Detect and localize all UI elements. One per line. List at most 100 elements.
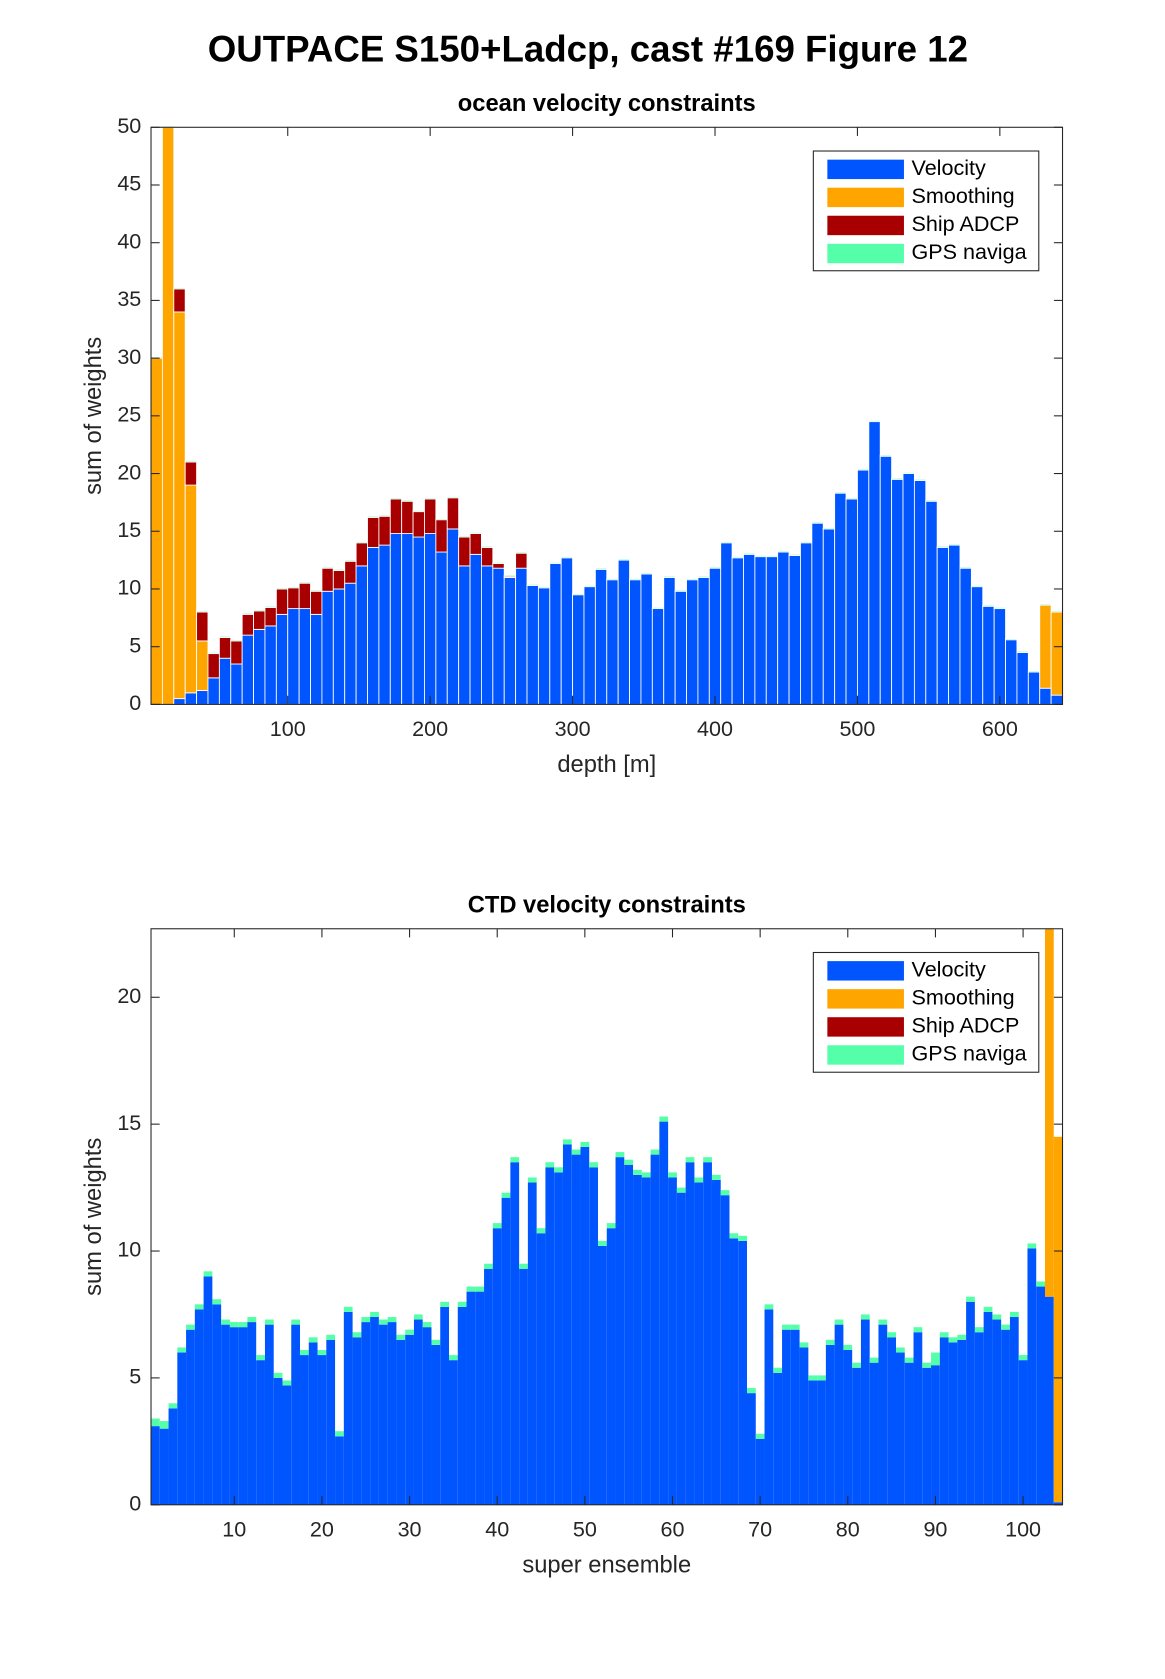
bar-segment — [537, 587, 551, 705]
bar-segment — [913, 480, 927, 705]
bar-segment — [203, 1276, 213, 1505]
bar-segment — [264, 607, 277, 627]
bar-segment — [326, 1334, 336, 1340]
bar-segment — [361, 1322, 371, 1505]
bar-segment — [554, 1167, 563, 1173]
bar-segment — [868, 420, 881, 423]
bar-segment — [782, 1324, 791, 1330]
bar-segment — [1009, 1317, 1019, 1505]
bar-segment — [811, 521, 824, 524]
bar-segment — [845, 497, 858, 500]
bar-segment — [177, 1347, 187, 1353]
bar-segment — [948, 543, 961, 546]
bar-segment — [913, 1327, 923, 1333]
x-tick-label: 200 — [412, 716, 448, 741]
bar-segment — [229, 1327, 239, 1505]
bar-segment — [401, 500, 414, 534]
bar-segment — [526, 585, 539, 705]
bar-segment — [1001, 1329, 1010, 1505]
bar-segment — [352, 1332, 362, 1338]
bar-segment — [196, 610, 209, 613]
bar-segment — [207, 652, 220, 655]
bar-segment — [413, 1314, 423, 1320]
bar-segment — [492, 1228, 502, 1505]
bar-segment — [624, 1164, 634, 1505]
bar-segment — [808, 1380, 818, 1505]
bar-segment — [308, 1337, 318, 1343]
bar-segment — [151, 1418, 160, 1427]
bar-segment — [378, 544, 391, 705]
bar-segment — [633, 1169, 642, 1175]
bar-segment — [598, 1240, 607, 1246]
x-tick-label: 10 — [222, 1516, 246, 1541]
bar-segment — [571, 1149, 581, 1155]
bar-segment — [184, 461, 198, 486]
bar-segment — [435, 551, 448, 705]
bar-segment — [378, 514, 391, 517]
bar-segment — [983, 1306, 993, 1312]
bar-segment — [834, 492, 847, 705]
bar-segment — [230, 640, 243, 665]
bar-segment — [317, 1349, 327, 1356]
bar-segment — [834, 1324, 844, 1505]
bar-segment — [186, 1324, 195, 1330]
bar-segment — [344, 559, 357, 562]
bar-segment — [738, 1235, 747, 1241]
bar-segment — [939, 1337, 949, 1505]
bar-segment — [355, 565, 368, 705]
bar-segment — [764, 1304, 774, 1310]
y-tick-label: 10 — [117, 1237, 141, 1262]
bar-segment — [355, 542, 368, 567]
bar-segment — [676, 1187, 686, 1193]
bar-segment — [300, 1355, 309, 1505]
bar-segment — [992, 1319, 1002, 1505]
bar-segment — [367, 515, 380, 518]
bar-segment — [615, 1152, 625, 1158]
bar-segment — [970, 586, 984, 705]
bar-segment — [344, 560, 357, 584]
bar-segment — [387, 1322, 397, 1505]
bar-segment — [674, 590, 687, 705]
legend-swatch — [827, 159, 904, 180]
bar-segment — [431, 1339, 441, 1345]
bar-segment — [936, 545, 950, 548]
bar-segment — [1009, 1311, 1019, 1318]
bar-segment — [264, 605, 277, 608]
legend-swatch — [827, 1045, 904, 1065]
bar-segment — [159, 1428, 169, 1505]
bar-segment — [904, 1362, 914, 1505]
bar-segment — [993, 608, 1006, 705]
bar-segment — [738, 1240, 747, 1505]
bar-segment — [663, 576, 676, 705]
bar-segment — [291, 1324, 301, 1505]
bar-segment — [668, 1177, 677, 1505]
bar-segment — [640, 573, 653, 705]
bar-segment — [218, 657, 232, 705]
bar-segment — [936, 546, 950, 705]
bar-segment — [422, 1327, 432, 1505]
bar-segment — [834, 491, 847, 494]
x-tick-label: 100 — [270, 716, 306, 741]
bar-segment — [822, 528, 836, 705]
bar-segment — [273, 1377, 283, 1505]
bar-segment — [458, 565, 471, 705]
bar-segment — [571, 1154, 581, 1505]
bar-segment — [378, 1319, 388, 1325]
bar-segment — [519, 1268, 528, 1505]
bar-segment — [902, 471, 915, 474]
bar-segment — [966, 1301, 975, 1505]
bar-segment — [711, 1174, 721, 1180]
bar-segment — [458, 535, 471, 538]
bar-segment — [1050, 694, 1063, 705]
legend-label: Smoothing — [912, 183, 1015, 208]
bar-segment — [697, 576, 710, 705]
bar-segment — [879, 455, 893, 705]
bar-segment — [247, 1322, 257, 1505]
bar-segment — [782, 1329, 791, 1505]
bar-segment — [466, 1286, 476, 1292]
bar-segment — [275, 588, 289, 615]
y-axis-label: sum of weights — [81, 337, 107, 495]
axes-box — [150, 928, 1064, 1506]
bar-segment — [413, 1319, 423, 1505]
bar-segment — [173, 287, 186, 290]
